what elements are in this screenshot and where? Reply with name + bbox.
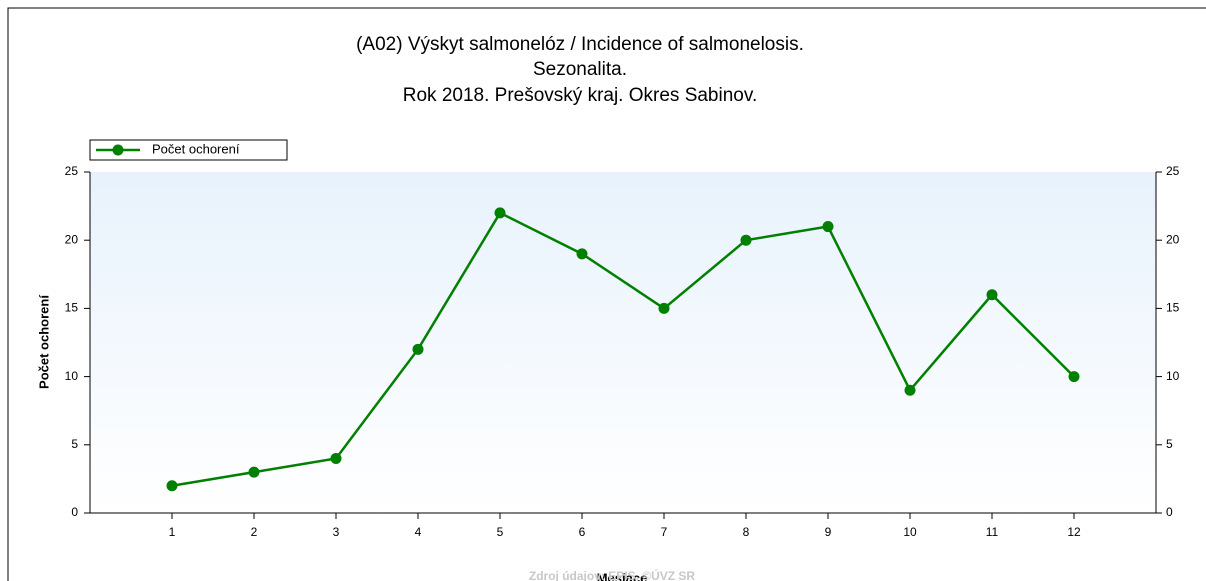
plot-background — [90, 172, 1156, 513]
y2-tick-label: 0 — [1166, 505, 1173, 519]
y-tick-label: 5 — [71, 437, 78, 451]
y-tick-label: 0 — [71, 505, 78, 519]
point — [412, 343, 424, 355]
x-tick-label: 3 — [333, 525, 340, 539]
y2-tick-label: 20 — [1166, 232, 1180, 246]
y2-tick-label: 5 — [1166, 437, 1173, 451]
y2-tick-label: 25 — [1166, 164, 1180, 178]
x-tick-label: 7 — [661, 525, 668, 539]
chart-title: Rok 2018. Prešovský kraj. Okres Sabinov. — [403, 85, 757, 106]
chart-title: Sezonalita. — [533, 59, 627, 80]
point — [986, 289, 998, 301]
x-tick-label: 4 — [415, 525, 422, 539]
point — [494, 207, 506, 219]
y2-tick-label: 10 — [1166, 369, 1180, 383]
y2-tick-label: 15 — [1166, 301, 1180, 315]
point — [658, 302, 670, 314]
legend-box — [89, 139, 288, 161]
x-tick-label: 1 — [169, 525, 176, 539]
x-tick-label: 2 — [251, 525, 258, 539]
x-tick-label: 12 — [1067, 525, 1081, 539]
legend-marker — [112, 144, 124, 156]
x-tick-label: 11 — [986, 525, 999, 539]
legend-label: Počet ochorení — [152, 141, 240, 156]
line — [171, 211, 1075, 487]
point — [1068, 371, 1080, 383]
point — [166, 480, 178, 492]
point — [740, 234, 752, 246]
point — [904, 384, 916, 396]
point — [330, 452, 342, 464]
x-axis-label: Mesiace — [597, 570, 648, 581]
y-tick-label: 10 — [65, 369, 79, 383]
y-tick-label: 15 — [65, 301, 79, 315]
y-tick-label: 20 — [65, 232, 79, 246]
x-tick-label: 6 — [579, 525, 586, 539]
y-tick-label: 25 — [65, 164, 79, 178]
point — [576, 248, 588, 260]
x-tick-label: 10 — [903, 525, 917, 539]
y-axis-label: Počet ochorení — [36, 295, 51, 389]
x-tick-label: 8 — [743, 525, 750, 539]
frame — [7, 7, 1206, 581]
chart-title: (A02) Výskyt salmonelóz / Incidence of s… — [356, 34, 804, 55]
point — [822, 221, 834, 233]
x-tick-label: 9 — [825, 525, 832, 539]
point — [248, 466, 260, 478]
source: Zdroj údajov: EPIS, ©ÚVZ SR — [529, 568, 696, 581]
x-tick-label: 5 — [497, 525, 504, 539]
